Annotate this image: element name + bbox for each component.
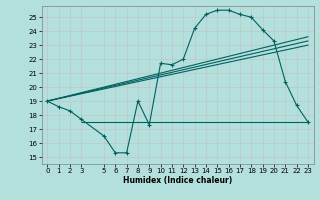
X-axis label: Humidex (Indice chaleur): Humidex (Indice chaleur) (123, 176, 232, 185)
